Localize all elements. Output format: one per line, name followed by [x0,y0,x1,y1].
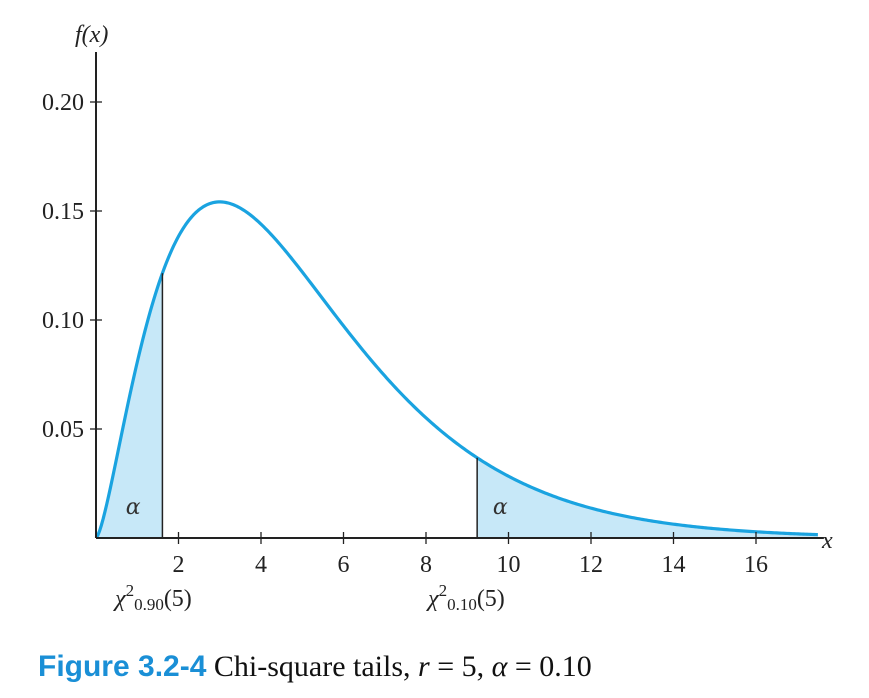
density-curve-layer [94,200,818,539]
x-tick-label-12: 12 [579,552,603,578]
figure-caption: Figure 3.2-4 Chi-square tails, r = 5, α … [38,650,592,684]
x-tick-label-8: 8 [420,552,432,578]
critical-value-label-1: χ20.90(5) [113,581,192,614]
caption-text: Chi-square tails, [206,650,419,683]
caption-var-alpha: α [491,650,508,683]
y-tick-label-0.20: 0.20 [42,90,84,116]
critical-value-label-2: χ20.10(5) [426,581,505,614]
axes [90,52,824,544]
figure-label: Figure 3.2-4 [38,650,207,683]
density-curve [94,200,818,539]
x-tick-label-10: 10 [497,552,521,578]
x-tick-label-16: 16 [744,552,768,578]
x-tick-label-2: 2 [173,552,185,578]
labels: α α 2 4 6 8 10 12 14 16 0.05 0.10 0.15 0.20 f(x) x χ20.9… [42,22,833,614]
x-tick-label-6: 6 [338,552,350,578]
chi-square-chart: α α 2 4 6 8 10 12 14 16 0.05 0.10 0.15 0.20 f(x) x χ20.9… [42,22,833,614]
y-tick-label-0.05: 0.05 [42,417,84,443]
alpha-label-1: α [126,495,141,520]
y-axis-label: f(x) [75,22,108,48]
caption-eq-r: = 5, [429,650,492,683]
caption-var-r: r [418,650,430,683]
x-tick-label-4: 4 [255,552,267,578]
tail-region-2 [477,457,818,538]
x-tick-label-14: 14 [662,552,686,578]
alpha-label-2: α [493,495,508,520]
caption-eq-alpha: = 0.10 [507,650,592,683]
y-tick-label-0.15: 0.15 [42,199,84,225]
x-axis-label: x [821,528,833,554]
shaded-regions [96,273,818,538]
y-tick-label-0.10: 0.10 [42,308,84,334]
